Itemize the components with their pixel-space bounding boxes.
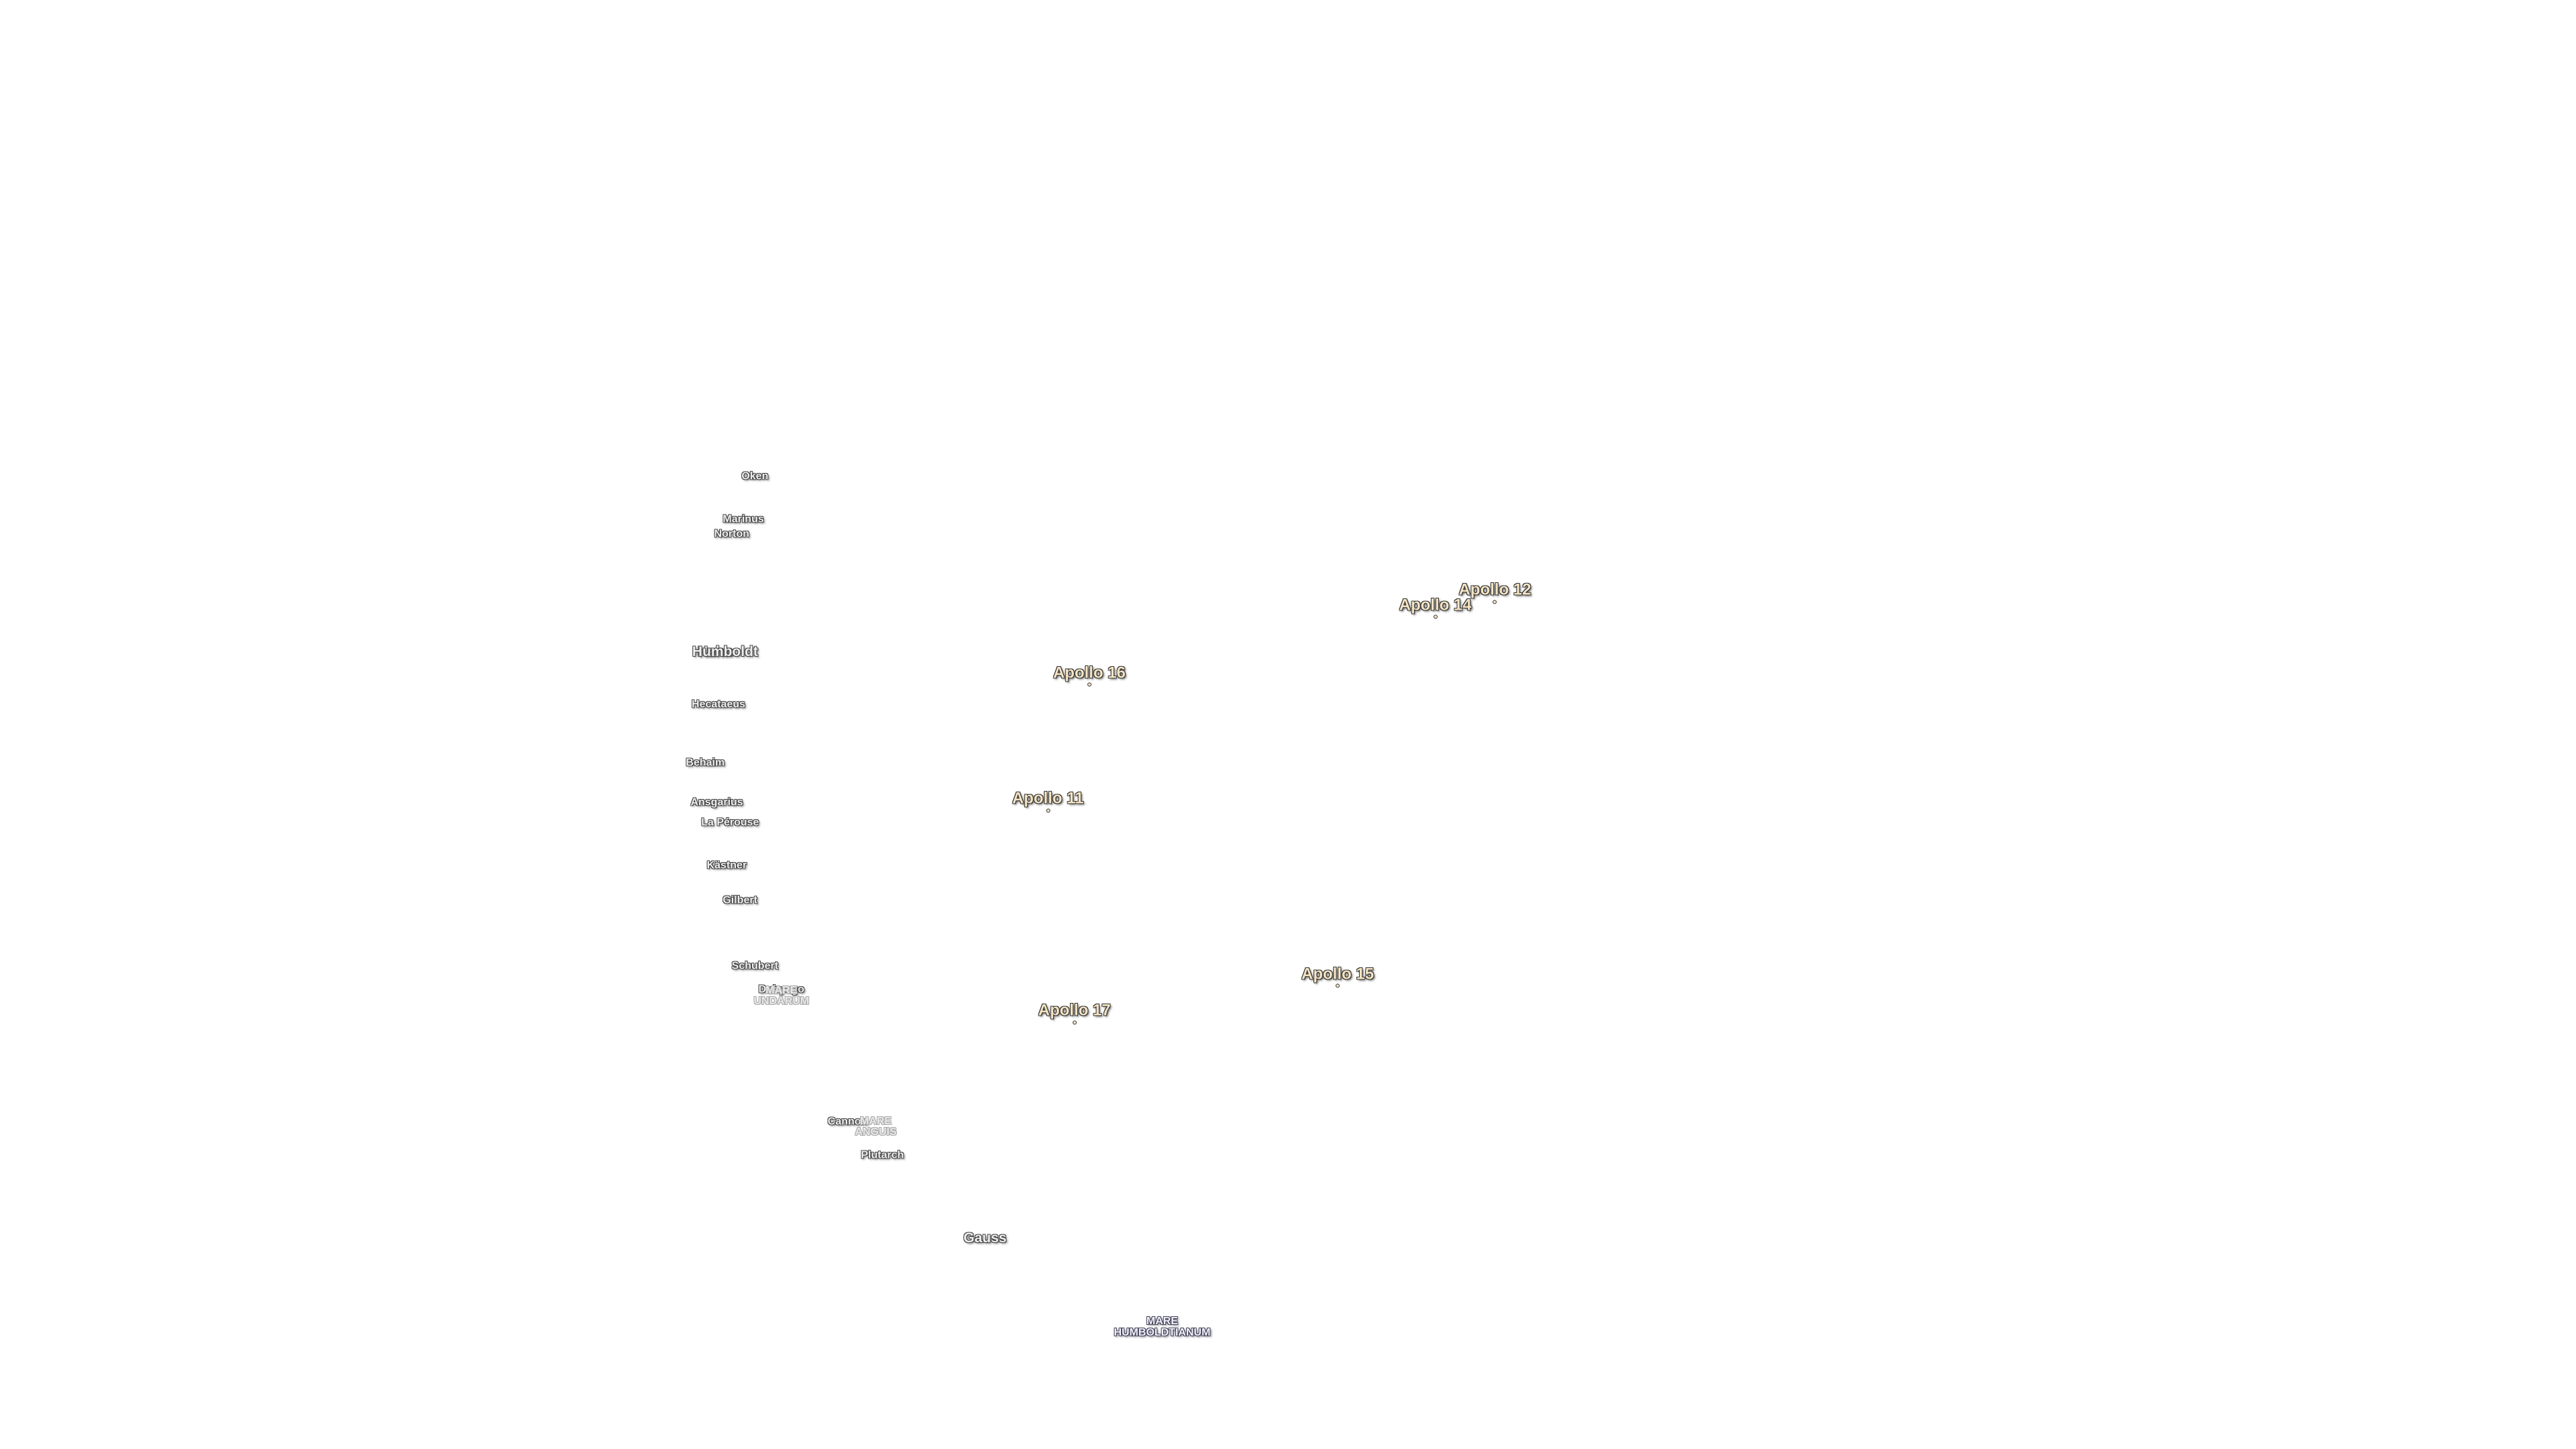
crater-name: Behaim (686, 757, 725, 769)
crater-name: Norton (714, 528, 750, 540)
site-name: Apollo 17 (1038, 1001, 1111, 1020)
mare-label: MARE UNDARUM (754, 985, 810, 1008)
crater-label: Marinus (722, 513, 764, 526)
crater-name: Schubert (731, 960, 779, 972)
site-name: Apollo 15 (1301, 965, 1375, 983)
mare-name-line: UNDARUM (753, 996, 810, 1008)
crater-name: Cannon (827, 1116, 868, 1128)
site-marker (1072, 1020, 1077, 1024)
crater-label: Oken (741, 470, 769, 482)
crater-name: Gauss (963, 1230, 1007, 1246)
crater-label: Gauss (963, 1230, 1007, 1246)
site-marker (1493, 600, 1497, 604)
crater-label: Kästner (706, 859, 747, 871)
crater-label: Behaim (686, 757, 724, 769)
site-marker (1087, 682, 1091, 687)
crater-name: Oken (741, 470, 769, 482)
crater-label: Hahn (698, 645, 733, 659)
crater-name: Humboldt (692, 644, 758, 660)
landing-site-label: Apollo 11 (1012, 789, 1084, 813)
crater-name: La Pérouse (701, 816, 759, 828)
crater-label: Norton (714, 529, 749, 541)
crater-name: Hahn (697, 644, 733, 660)
crater-label: Dubyago (758, 983, 805, 996)
site-name: Apollo 14 (1399, 596, 1472, 614)
mare-label: MARE ANGUIS (855, 1116, 896, 1139)
mare-name-line: MARE (1146, 1316, 1178, 1328)
crater-name: Dubyago (758, 983, 805, 996)
crater-label: Cannon (827, 1116, 868, 1128)
crater-name: Plutarch (861, 1149, 904, 1161)
site-name: Apollo 16 (1053, 663, 1126, 682)
landing-site-label: Apollo 16 (1053, 663, 1126, 687)
crater-label: Hecataeus (692, 698, 746, 711)
crater-label: Gilbert (722, 894, 757, 906)
mare-label: MARE HUMBOLDTIANUM (1114, 1316, 1210, 1339)
crater-name: Marinus (722, 513, 764, 525)
landing-site-label: Apollo 14 (1399, 596, 1472, 619)
crater-label: Ansgarius (690, 796, 743, 809)
crater-label: Humboldt (692, 645, 758, 659)
site-name: Apollo 12 (1458, 580, 1532, 599)
crater-label: Plutarch (861, 1149, 904, 1161)
site-marker (1046, 808, 1051, 813)
mare-name-line: MARE (765, 984, 798, 996)
site-marker (1433, 614, 1438, 619)
landing-site-label: Apollo 17 (1038, 1002, 1111, 1024)
crater-name: Gilbert (722, 894, 757, 906)
crater-label: La Pérouse (701, 816, 759, 828)
crater-label: Schubert (732, 961, 778, 973)
site-name: Apollo 11 (1012, 789, 1084, 808)
crater-name: Kästner (706, 859, 747, 871)
mare-name-line: MARE (859, 1115, 892, 1127)
site-marker (1336, 983, 1340, 988)
landing-site-label: Apollo 12 (1458, 582, 1531, 604)
landing-site-label: Apollo 15 (1301, 965, 1375, 988)
crater-name: Ansgarius (690, 796, 743, 808)
mare-name-line: HUMBOLDTIANUM (1114, 1327, 1211, 1339)
crater-name: Hecataeus (692, 698, 746, 710)
mare-name-line: ANGUIS (855, 1126, 897, 1138)
